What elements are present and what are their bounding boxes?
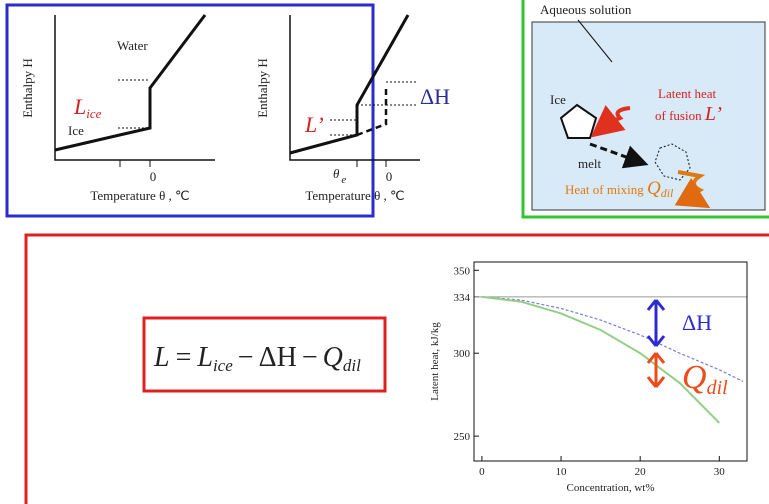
zero-label: 0 [150, 169, 157, 184]
panel-b [290, 15, 420, 167]
melt-label: melt [578, 156, 601, 171]
x-axis-label: Concentration, wt% [567, 482, 655, 494]
y-tick-label: 300 [454, 348, 471, 360]
latent-text: Latent heat [658, 86, 716, 101]
y-label: Enthalpy H [255, 58, 270, 118]
eq-part: − [238, 342, 254, 373]
eq-part: L [153, 342, 170, 373]
eq-part: = [176, 342, 192, 373]
subscript: dil [707, 377, 729, 399]
symbol: L [73, 94, 86, 119]
subscript: dil [661, 186, 674, 200]
delta-label: ΔH [420, 84, 450, 109]
symbol: Q [682, 359, 707, 396]
frame-red [26, 235, 769, 504]
eq-part: dil [343, 356, 361, 375]
mixing-text: Heat of mixing Qdil [565, 178, 674, 200]
eq-part: L [196, 342, 213, 373]
eq-part: Q [323, 342, 343, 373]
y-label: Enthalpy H [20, 58, 35, 118]
x-label: Temperature θ , ℃ [305, 188, 404, 203]
axes [55, 15, 215, 160]
y-tick-label: 250 [454, 431, 471, 443]
latent-label: L’ [304, 112, 324, 137]
guide [118, 80, 150, 128]
ice-label: Ice [68, 123, 84, 138]
x-tick-label: 10 [556, 466, 568, 478]
mixing-words: Heat of mixing [565, 182, 644, 197]
latent-text-2: of fusion [655, 108, 702, 123]
delta-label: ΔH [682, 310, 712, 335]
water-label: Water [117, 38, 148, 53]
subscript: ice [86, 106, 101, 121]
x-tick-label: 30 [714, 466, 726, 478]
zero-label: 0 [386, 169, 393, 184]
y-axis-label: Latent heat, kJ/kg [429, 322, 441, 401]
y-tick-label: 350 [454, 265, 471, 277]
q-label: Qdil [682, 359, 728, 399]
axes [290, 15, 420, 160]
x-tick-label: 20 [635, 466, 647, 478]
chart: 250 300 334 350 0 10 20 30 Concentration, wt% Lat… [429, 262, 747, 494]
symbol: Q [647, 178, 661, 199]
panel-c-title: Aqueous solution [540, 2, 632, 17]
eq-part: ice [213, 356, 233, 375]
delta-arrow [648, 300, 664, 346]
y-tick-label: 334 [454, 292, 471, 304]
subscript: e [341, 174, 346, 186]
figure: Enthalpy H Temperature θ , ℃ 0 Water Ice… [0, 0, 769, 504]
symbol: θ [333, 166, 340, 181]
symbol: L’ [704, 103, 722, 125]
x-label: Temperature θ , ℃ [90, 188, 189, 203]
latent-label: Lice [73, 94, 102, 121]
x-tick-label: 0 [479, 466, 485, 478]
tick [120, 160, 150, 167]
eq-part: ΔH [259, 342, 297, 373]
ice-label: Ice [550, 92, 566, 107]
eq-part: − [302, 342, 318, 373]
